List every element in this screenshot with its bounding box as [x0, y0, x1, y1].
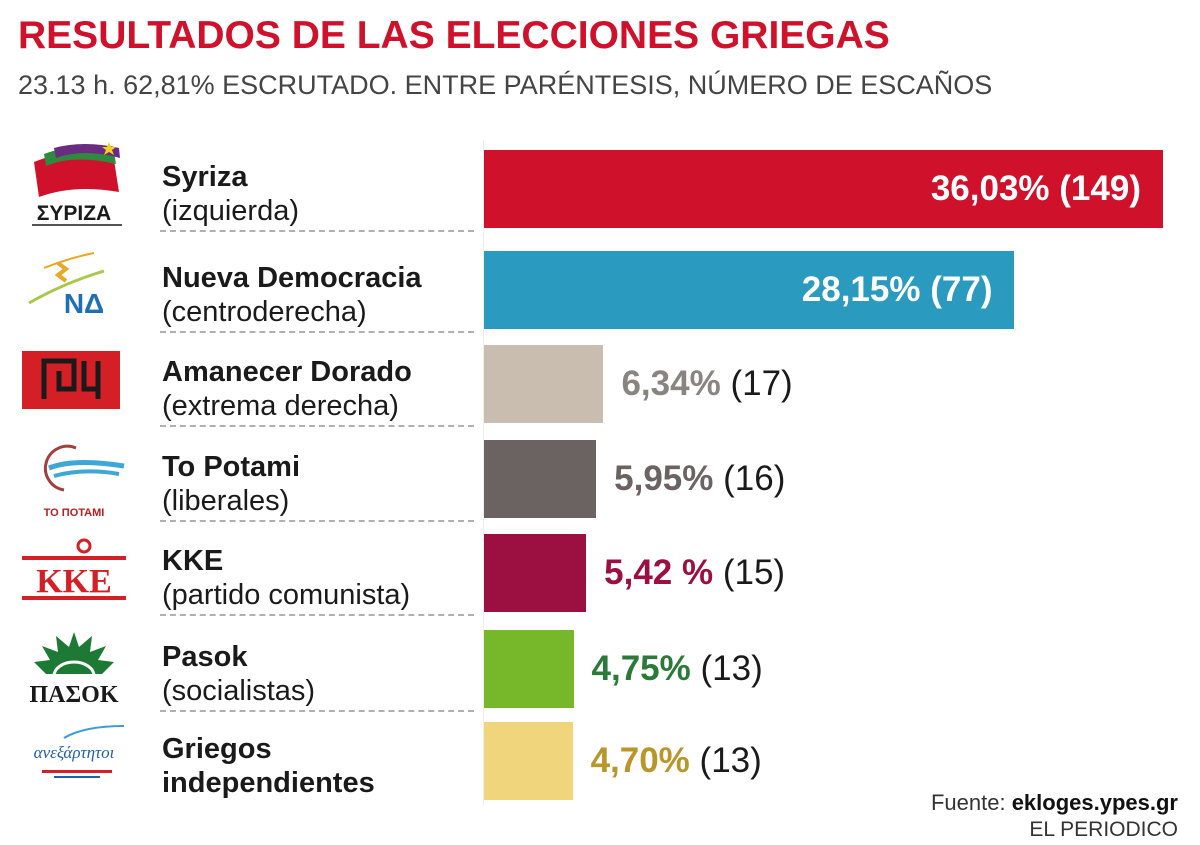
party-row: ΤΟ ΠΟΤΑΜΙ To Potami (liberales) 5,95% (16): [0, 432, 1200, 527]
row-divider: [160, 614, 474, 616]
bar-value-label: 6,34% (17): [621, 345, 792, 423]
source: Fuente: ekloges.ypes.gr: [931, 790, 1178, 816]
bar-amanecer-dorado: [484, 345, 604, 423]
pasok-logo: ΠΑΣΟΚ: [14, 622, 139, 712]
party-name: Nueva Democracia: [162, 262, 422, 294]
bar-value-label: 5,42 % (15): [604, 534, 785, 612]
svg-text:ΤΟ ΠΟΤΑΜΙ: ΤΟ ΠΟΤΑΜΙ: [44, 507, 105, 519]
bar-to-potami: [484, 440, 597, 518]
bar-value-label: 28,15% (77): [484, 251, 993, 329]
seats-label: (13): [699, 741, 762, 780]
row-divider: [160, 425, 474, 427]
seats-label: (15): [722, 553, 786, 592]
party-description: (extrema derecha): [162, 390, 399, 422]
party-name: Amanecer Dorado: [162, 356, 412, 388]
bar-value-label: 36,03% (149): [484, 150, 1141, 228]
bar-kke: [484, 534, 587, 612]
party-row: ΝΔ Nueva Democracia (centroderecha) 28,15% …: [0, 243, 1200, 338]
party-description: (partido comunista): [162, 579, 411, 611]
percent-label: 28,15%: [801, 270, 921, 309]
bar-value-label: 4,75% (13): [592, 630, 763, 708]
chart-title: RESULTADOS DE LAS ELECCIONES GRIEGAS: [18, 14, 890, 57]
party-description: (centroderecha): [162, 296, 367, 328]
party-name: Pasok: [162, 641, 248, 673]
party-description: (socialistas): [162, 675, 316, 707]
party-name: To Potami: [162, 451, 301, 483]
party-row: ΠΑΣΟΚ Pasok (socialistas) 4,75% (13): [0, 622, 1200, 717]
party-name: KKE: [162, 545, 224, 577]
party-name: Syriza: [162, 161, 248, 193]
bar-pasok: [484, 630, 574, 708]
percent-label: 36,03%: [930, 169, 1050, 208]
party-description: independientes: [162, 767, 375, 799]
percent-label: 5,95%: [614, 459, 714, 498]
row-divider: [160, 710, 474, 712]
nd-logo: ΝΔ: [14, 243, 139, 333]
anel-logo: ανεξάρτητοι: [14, 714, 139, 804]
seats-label: (17): [730, 364, 793, 403]
percent-label: 6,34%: [621, 364, 721, 403]
axis-baseline: [483, 140, 484, 805]
row-divider: [160, 520, 474, 522]
row-divider: [160, 331, 474, 333]
percent-label: 4,70%: [590, 741, 690, 780]
party-row: ΚΚΕ KKE (partido comunista) 5,42 % (15): [0, 526, 1200, 621]
bar-value-label: 4,70% (13): [591, 722, 762, 800]
party-row: Amanecer Dorado (extrema derecha) 6,34% (1…: [0, 337, 1200, 432]
bar-syriza: [484, 150, 1163, 228]
percent-label: 4,75%: [591, 649, 691, 688]
chart-subtitle: 23.13 h. 62,81% ESCRUTADO. ENTRE PARÉNTE…: [18, 70, 993, 100]
bar-nueva-democracia: [484, 251, 1015, 329]
svg-text:ΠΑΣΟΚ: ΠΑΣΟΚ: [29, 682, 118, 708]
party-row: ανεξάρτητοι Griegos independientes 4,70% (1…: [0, 714, 1200, 809]
party-description: (liberales): [162, 485, 290, 517]
bar-griegos: [484, 722, 573, 800]
seats-label: (77): [930, 270, 993, 309]
svg-text:ανεξάρτητοι: ανεξάρτητοι: [34, 743, 115, 762]
seats-label: (16): [723, 459, 786, 498]
seats-label: (149): [1059, 169, 1141, 208]
source-value: ekloges.ypes.gr: [1011, 790, 1178, 815]
seats-label: (13): [700, 649, 763, 688]
source-label: Fuente:: [930, 790, 1006, 815]
syriza-logo: ΣΥΡΙΖΑ: [14, 142, 139, 232]
svg-text:ΣΥΡΙΖΑ: ΣΥΡΙΖΑ: [37, 202, 111, 225]
party-row: ΣΥΡΙΖΑ Syriza (izquierda) 36,03% (149): [0, 142, 1200, 237]
percent-label: 5,42 %: [604, 553, 714, 592]
bar-value-label: 5,95% (16): [614, 440, 785, 518]
svg-text:ΚΚΕ: ΚΚΕ: [36, 563, 112, 600]
row-divider: [160, 230, 474, 232]
credit: EL PERIODICO: [1029, 818, 1178, 841]
golden-dawn-logo: [14, 337, 139, 427]
svg-text:ΝΔ: ΝΔ: [64, 288, 104, 319]
potami-logo: ΤΟ ΠΟΤΑΜΙ: [14, 432, 139, 522]
kke-logo: ΚΚΕ: [14, 526, 139, 616]
party-description: (izquierda): [162, 195, 299, 227]
party-name: Griegos: [162, 733, 272, 765]
